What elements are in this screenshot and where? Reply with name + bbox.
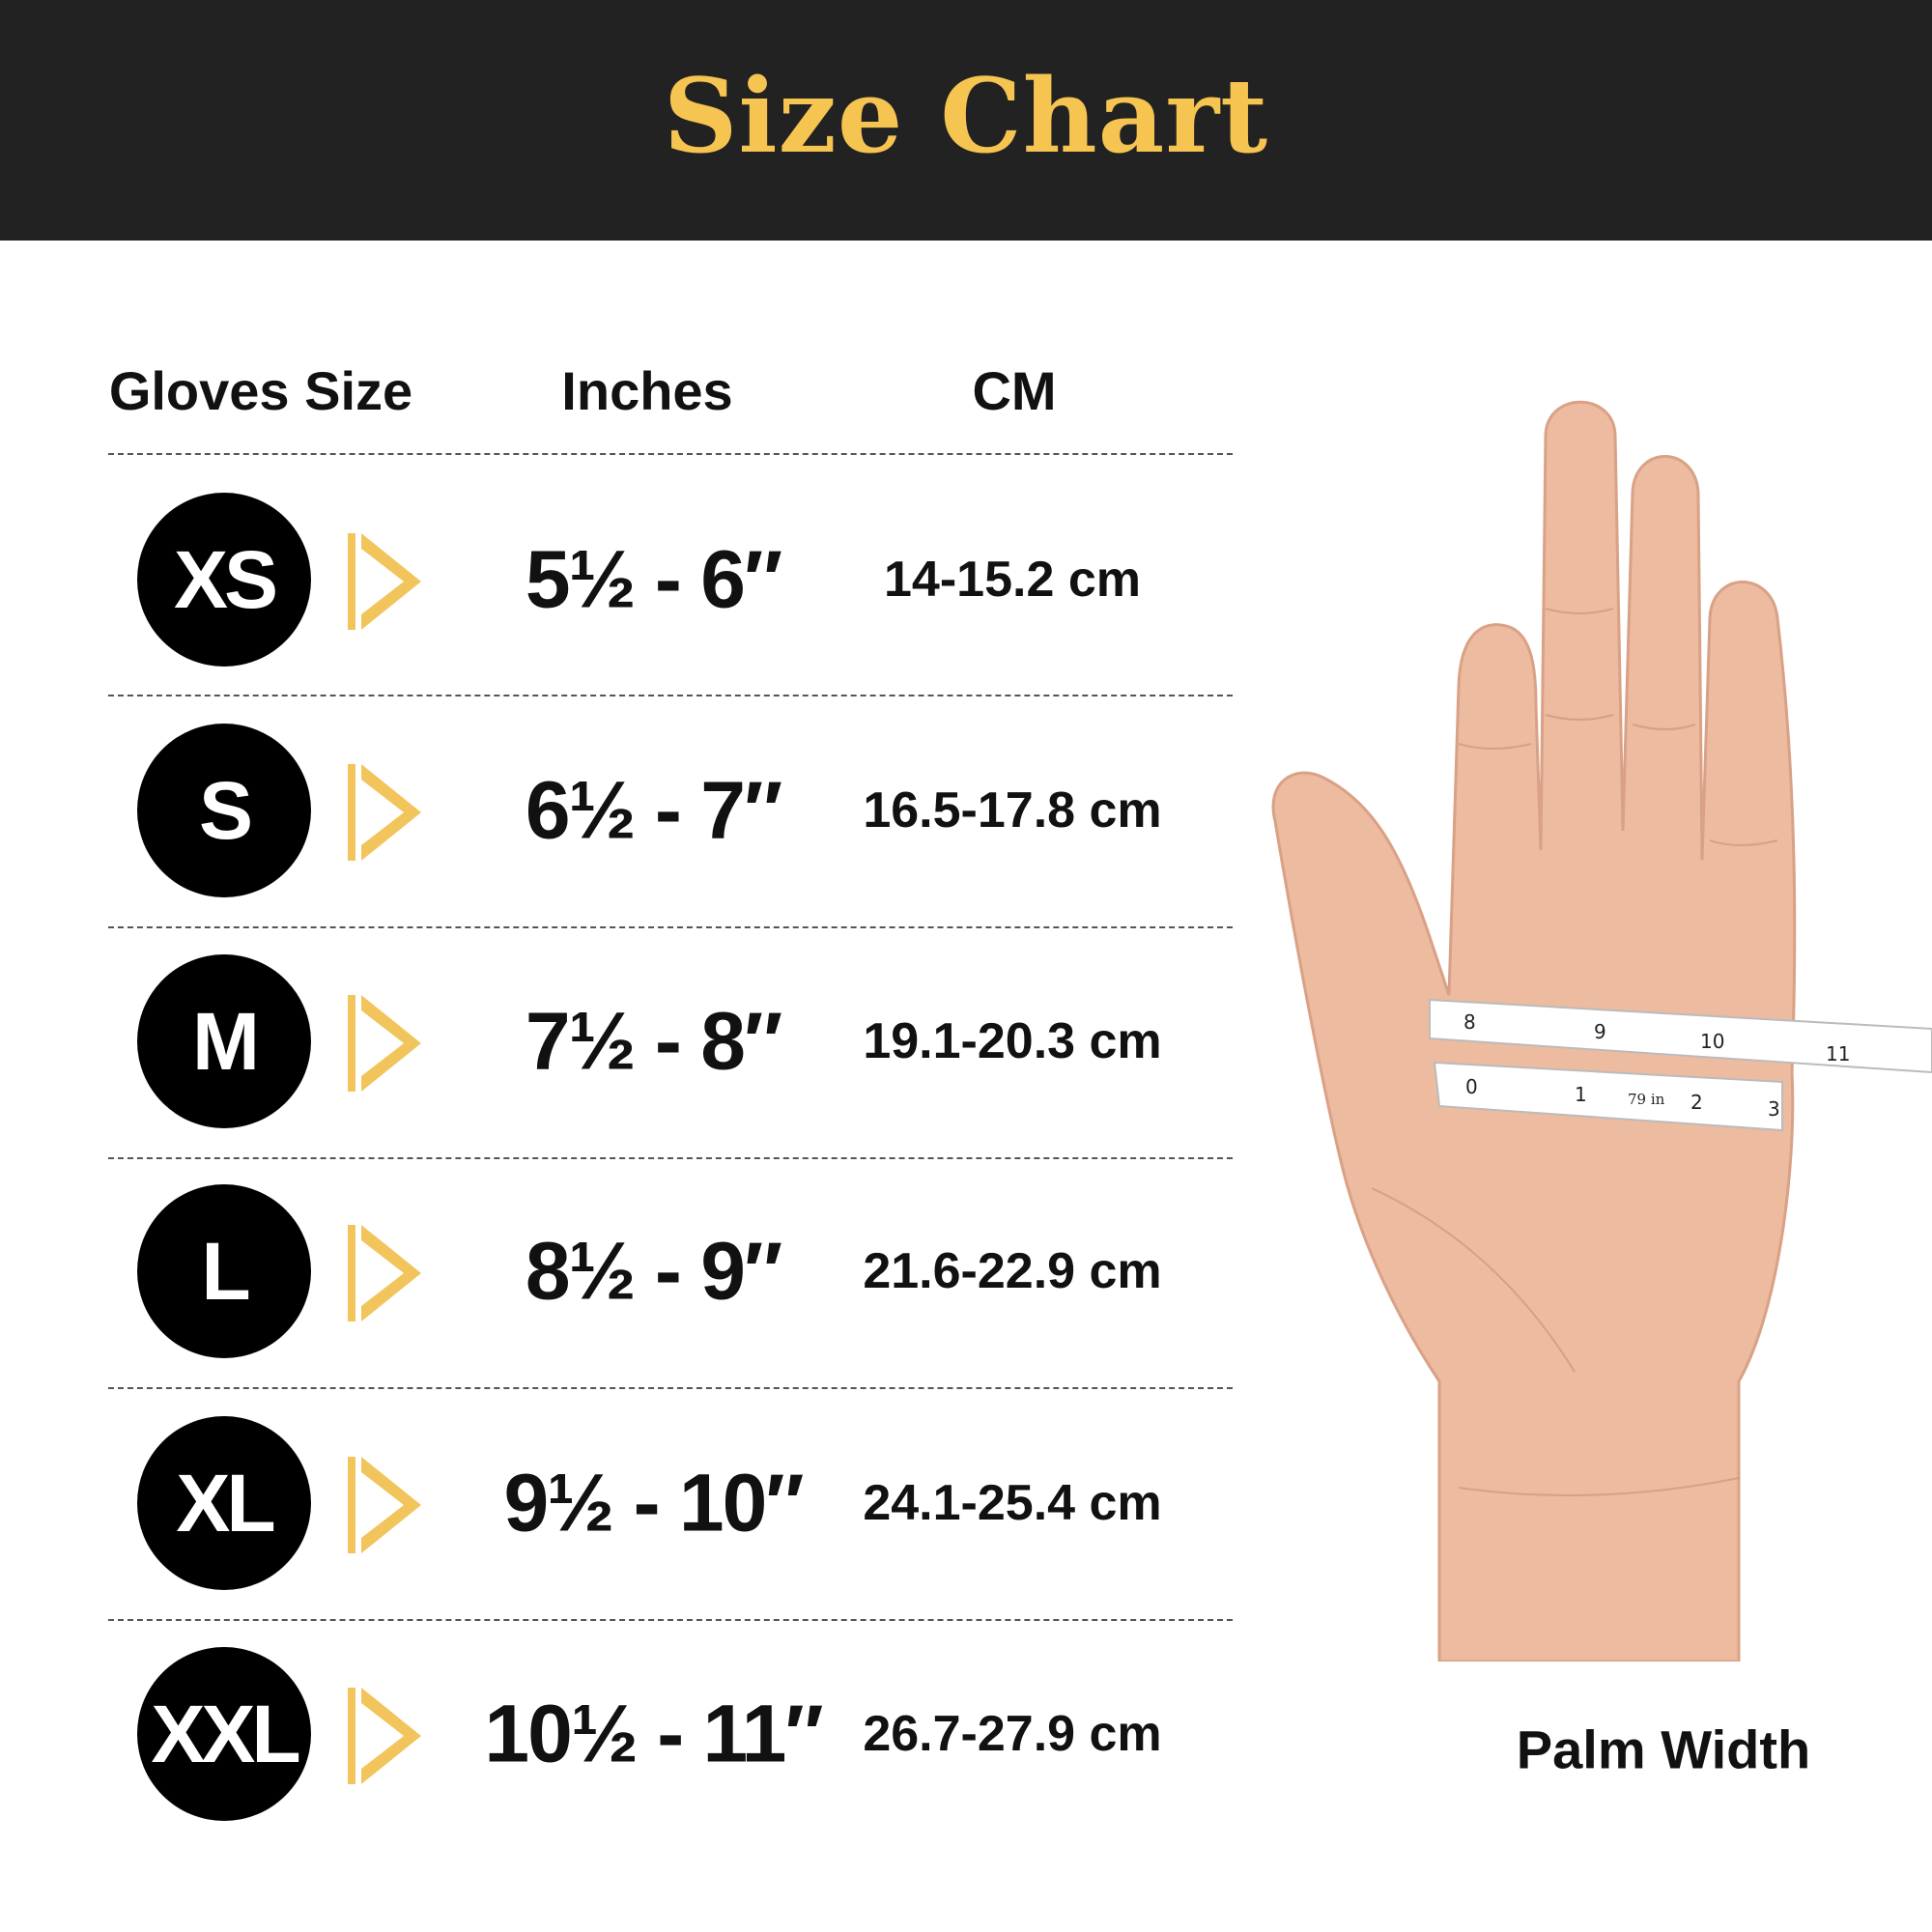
inches-value: 8½ - 9″ <box>525 1225 782 1317</box>
cm-value: 16.5-17.8 cm <box>863 782 1162 838</box>
column-header-cm: CM <box>972 360 1057 421</box>
tape-label: 0 <box>1465 1075 1478 1098</box>
double-arrow-icon <box>348 995 421 1092</box>
tape-label: 11 <box>1826 1042 1850 1065</box>
size-badge: S <box>137 724 311 897</box>
double-arrow-icon <box>348 764 421 861</box>
size-row: L 8½ - 9″ 21.6-22.9 cm <box>0 1184 1256 1358</box>
row-divider <box>108 695 1233 696</box>
palm-width-caption: Palm Width <box>1516 1719 1811 1780</box>
size-label: L <box>201 1225 250 1317</box>
size-badge: XXL <box>137 1647 311 1821</box>
double-arrow-icon <box>348 533 421 630</box>
tape-label: 2 <box>1690 1091 1703 1114</box>
row-divider <box>108 1157 1233 1159</box>
tape-label: 8 <box>1463 1010 1476 1034</box>
double-arrow-icon <box>348 1457 421 1553</box>
page-title: Size Chart <box>663 55 1269 176</box>
header-banner: Size Chart <box>0 0 1932 241</box>
size-label: XL <box>176 1457 275 1548</box>
double-arrow-icon <box>348 1688 421 1784</box>
inches-value: 6½ - 7″ <box>525 764 782 856</box>
row-divider <box>108 1387 1233 1389</box>
cm-value: 26.7-27.9 cm <box>863 1706 1162 1762</box>
column-header-inches: Inches <box>561 360 733 421</box>
tape-label: 1 <box>1575 1083 1587 1106</box>
cm-value: 19.1-20.3 cm <box>863 1013 1162 1069</box>
tape-label: 10 <box>1700 1030 1724 1053</box>
size-badge: XL <box>137 1416 311 1590</box>
cm-value: 24.1-25.4 cm <box>863 1475 1162 1531</box>
inches-value: 9½ - 10″ <box>503 1457 804 1548</box>
inches-value: 5½ - 6″ <box>525 533 782 625</box>
size-row: XL 9½ - 10″ 24.1-25.4 cm <box>0 1416 1256 1590</box>
size-badge: L <box>137 1184 311 1358</box>
hand-measurement-image: 8 9 10 11 0 1 79 in 2 3 <box>1271 400 1932 1662</box>
tape-label: 79 in <box>1628 1091 1665 1108</box>
size-label: XXL <box>151 1688 300 1779</box>
double-arrow-icon <box>348 1225 421 1321</box>
column-header-size: Gloves Size <box>108 360 413 421</box>
size-label: XS <box>173 533 278 625</box>
size-row: S 6½ - 7″ 16.5-17.8 cm <box>0 724 1256 897</box>
size-row: XXL 10½ - 11″ 26.7-27.9 cm <box>0 1647 1256 1821</box>
measuring-tape: 8 9 10 11 0 1 79 in 2 3 <box>1429 998 1932 1132</box>
size-label: S <box>198 764 253 856</box>
inches-value: 10½ - 11″ <box>484 1688 823 1779</box>
size-badge: M <box>137 954 311 1128</box>
row-divider <box>108 1619 1233 1621</box>
inches-value: 7½ - 8″ <box>525 995 782 1087</box>
cm-value: 14-15.2 cm <box>884 552 1141 608</box>
tape-label: 9 <box>1594 1020 1606 1043</box>
size-badge: XS <box>137 493 311 667</box>
size-row: XS 5½ - 6″ 14-15.2 cm <box>0 493 1256 667</box>
row-divider <box>108 926 1233 928</box>
cm-value: 21.6-22.9 cm <box>863 1243 1162 1299</box>
row-divider <box>108 453 1233 455</box>
size-label: M <box>192 995 260 1087</box>
size-row: M 7½ - 8″ 19.1-20.3 cm <box>0 954 1256 1128</box>
tape-label: 3 <box>1768 1097 1780 1121</box>
